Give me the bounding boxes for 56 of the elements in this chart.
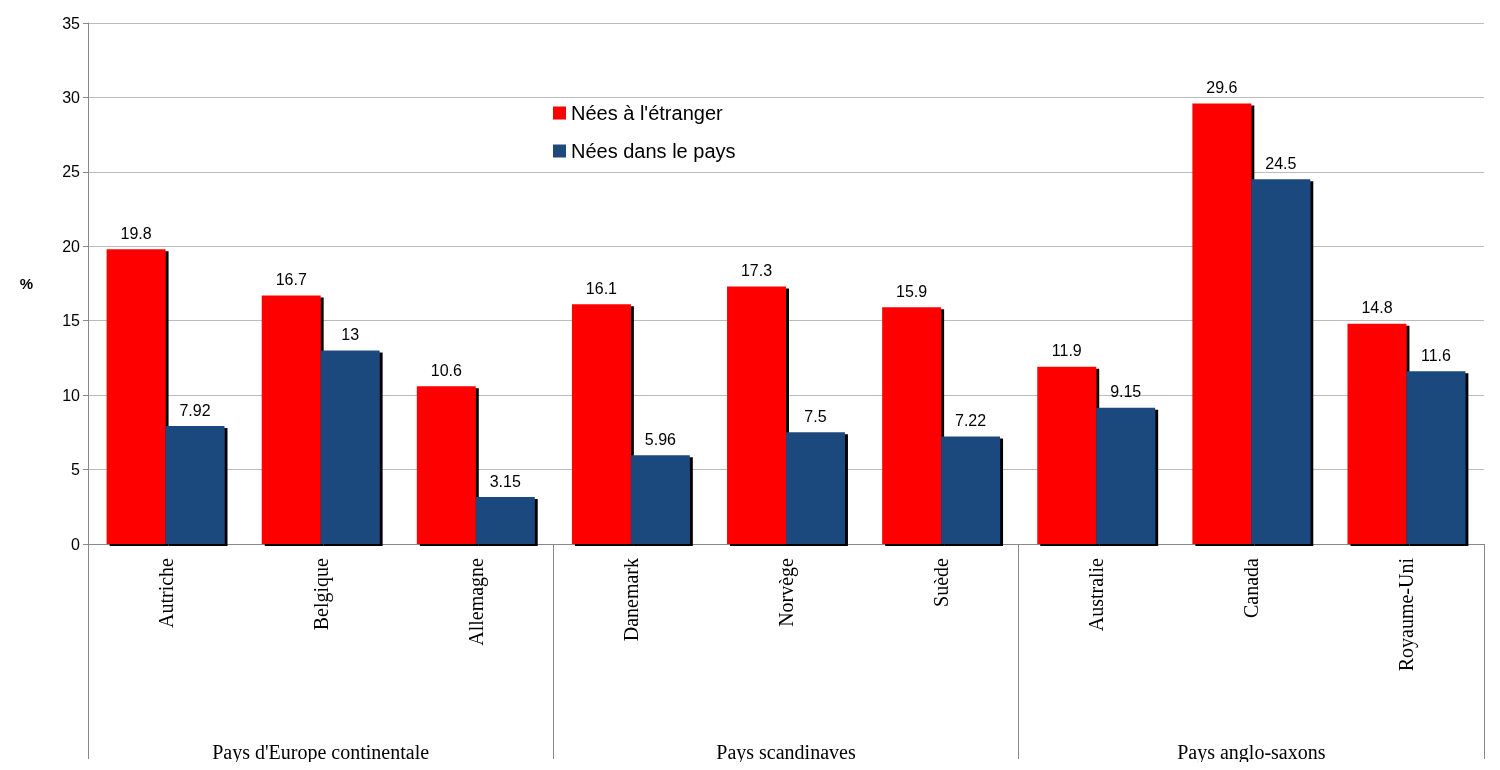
y-tick-label: 0: [71, 535, 81, 553]
data-label: 3.15: [489, 472, 521, 490]
data-label: 16.1: [585, 279, 618, 297]
bar: [475, 497, 535, 544]
x-tick-label: Autriche: [154, 557, 177, 628]
data-label: 16.7: [275, 270, 307, 288]
y-tick-label: 10: [62, 386, 81, 404]
data-label: 29.6: [1206, 78, 1238, 96]
data-label: 7.22: [955, 412, 987, 430]
data-label: 11.6: [1420, 346, 1451, 364]
bar: [630, 455, 690, 544]
y-tick-label: 25: [62, 163, 81, 181]
data-label: 17.3: [740, 261, 773, 279]
bar: [1192, 103, 1252, 544]
y-tick-label: 5: [71, 461, 81, 479]
bar: [1096, 407, 1156, 544]
y-tick-label: 15: [62, 312, 81, 330]
data-label: 10.6: [430, 361, 462, 379]
legend-label: Nées à l'étranger: [571, 102, 724, 124]
data-label: 5.96: [644, 430, 677, 448]
data-label: 9.15: [1110, 383, 1142, 401]
bar: [165, 426, 225, 544]
data-label: 7.5: [804, 407, 827, 425]
bar: [416, 386, 476, 544]
data-label: 7.92: [179, 401, 211, 419]
data-label: 24.5: [1265, 154, 1297, 172]
data-label: 15.9: [896, 282, 928, 300]
data-label: 11.9: [1051, 342, 1082, 360]
bar: [786, 432, 845, 544]
bar: [1406, 371, 1466, 544]
bar: [1347, 323, 1407, 544]
y-tick-label: 20: [62, 237, 81, 255]
x-tick-label: Danemark: [619, 558, 642, 642]
x-tick-label: Norvège: [775, 557, 798, 627]
x-tick-label: Belgique: [309, 557, 333, 631]
bar: [941, 436, 1001, 544]
bar: [261, 295, 321, 544]
x-tick-label: Allemagne: [464, 557, 488, 646]
y-tick-label: 30: [62, 88, 81, 106]
x-tick-label: Royaume-Uni: [1395, 557, 1419, 672]
bar: [571, 304, 631, 544]
x-tick-label: Canada: [1240, 557, 1263, 618]
legend-label: Nées dans le pays: [571, 140, 736, 162]
x-tick-label: Suède: [930, 557, 953, 607]
bar: [1037, 366, 1097, 544]
data-label: 13: [341, 325, 360, 343]
x-tick-label: Australie: [1085, 557, 1108, 632]
data-label: 19.8: [120, 224, 152, 242]
bar: [882, 307, 942, 544]
data-label: 14.8: [1361, 299, 1393, 317]
y-axis-title: %: [19, 275, 33, 292]
y-tick-label: 35: [62, 14, 81, 32]
bar: [106, 249, 166, 544]
bar: [1251, 179, 1311, 544]
bar: [320, 350, 380, 544]
bar: [727, 286, 786, 544]
